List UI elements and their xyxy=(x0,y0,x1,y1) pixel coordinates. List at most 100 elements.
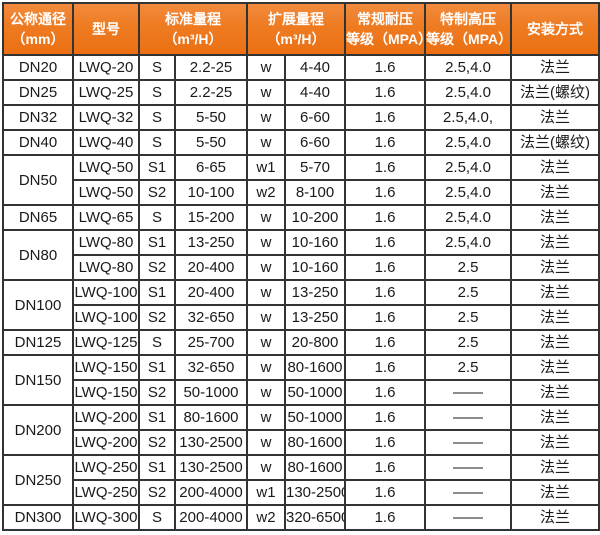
table-row: LWQ-150 S2 50-1000 w 50-1000 1.6 —— 法兰 xyxy=(3,379,600,406)
cell-model: LWQ-125 xyxy=(72,329,140,356)
cell-std-code: S2 xyxy=(138,479,176,506)
cell-std-range: 130-2500 xyxy=(174,429,248,456)
cell-high-pressure: —— xyxy=(424,454,512,481)
cell-high-pressure: 2.5 xyxy=(424,329,512,356)
cell-std-code: S xyxy=(138,54,176,81)
cell-install-method: 法兰 xyxy=(510,229,600,256)
header-label: 常规耐压 xyxy=(357,10,413,27)
table-row: LWQ-80 S2 20-400 w 10-160 1.6 2.5 法兰 xyxy=(3,254,600,281)
cell-high-pressure: —— xyxy=(424,429,512,456)
cell-nominal-diameter: DN125 xyxy=(2,329,74,356)
cell-std-range: 32-650 xyxy=(174,354,248,381)
cell-nominal-diameter: DN150 xyxy=(2,354,74,406)
cell-high-pressure: 2.5,4.0 xyxy=(424,179,512,206)
cell-install-method: 法兰 xyxy=(510,354,600,381)
cell-ext-code: w xyxy=(246,304,286,331)
table-row: LWQ-200 S2 130-2500 w 80-1600 1.6 —— 法兰 xyxy=(3,429,600,456)
cell-ext-range: 13-250 xyxy=(284,304,346,331)
cell-std-range: 5-50 xyxy=(174,129,248,156)
cell-std-code: S1 xyxy=(138,404,176,431)
header-label: 安装方式 xyxy=(527,20,583,37)
cell-model: LWQ-65 xyxy=(72,204,140,231)
cell-nominal-diameter: DN50 xyxy=(2,154,74,206)
cell-std-code: S1 xyxy=(138,229,176,256)
table-row: DN20 LWQ-20 S 2.2-25 w 4-40 1.6 2.5,4.0 法兰 xyxy=(2,54,600,81)
table-row: DN50 LWQ-50 S1 6-65 w1 5-70 1.6 2.5,4.0 法兰 xyxy=(2,154,600,206)
cell-nominal-diameter: DN300 xyxy=(2,504,74,531)
col-header-model: 型号 xyxy=(72,2,140,56)
cell-model: LWQ-20 xyxy=(72,54,140,81)
table-row: DN65 LWQ-65 S 15-200 w 10-200 1.6 2.5,4.0 法兰 xyxy=(2,204,600,231)
cell-model: LWQ-250 xyxy=(72,454,140,481)
cell-model: LWQ-25 xyxy=(72,79,140,106)
cell-ext-range: 320-6500 xyxy=(284,504,346,531)
cell-ext-code: w1 xyxy=(246,154,286,181)
cell-normal-pressure: 1.6 xyxy=(344,429,426,456)
cell-ext-code: w xyxy=(246,354,286,381)
header-label: 型号 xyxy=(92,20,120,37)
cell-install-method: 法兰 xyxy=(510,454,600,481)
cell-std-range: 20-400 xyxy=(174,279,248,306)
cell-install-method: 法兰(螺纹) xyxy=(510,129,600,156)
cell-nominal-diameter: DN40 xyxy=(2,129,74,156)
table-row: DN80 LWQ-80 S1 13-250 w 10-160 1.6 2.5,4.0 法兰 xyxy=(2,229,600,281)
cell-model: LWQ-80 xyxy=(72,229,140,256)
cell-model: LWQ-150 xyxy=(72,354,140,381)
cell-std-code: S2 xyxy=(138,379,176,406)
cell-nominal-diameter: DN250 xyxy=(2,454,74,506)
table-row: DN25 LWQ-25 S 2.2-25 w 4-40 1.6 2.5,4.0 法兰(螺纹) xyxy=(2,79,600,106)
cell-model: LWQ-100 xyxy=(72,304,140,331)
cell-install-method: 法兰 xyxy=(510,154,600,181)
cell-high-pressure: —— xyxy=(424,379,512,406)
cell-nominal-diameter: DN20 xyxy=(2,54,74,81)
cell-model: LWQ-200 xyxy=(72,429,140,456)
cell-model: LWQ-32 xyxy=(72,104,140,131)
cell-install-method: 法兰 xyxy=(510,254,600,281)
table-row: LWQ-250 S2 200-4000 w1 130-2500 1.6 —— 法兰 xyxy=(3,479,600,506)
cell-normal-pressure: 1.6 xyxy=(344,54,426,81)
cell-std-code: S2 xyxy=(138,304,176,331)
cell-ext-code: w xyxy=(246,279,286,306)
cell-nominal-diameter: DN32 xyxy=(2,104,74,131)
cell-std-code: S1 xyxy=(138,279,176,306)
cell-std-range: 200-4000 xyxy=(174,479,248,506)
cell-high-pressure: —— xyxy=(424,504,512,531)
cell-ext-range: 13-250 xyxy=(284,279,346,306)
cell-ext-code: w xyxy=(246,229,286,256)
cell-high-pressure: 2.5 xyxy=(424,254,512,281)
cell-std-code: S xyxy=(138,79,176,106)
cell-install-method: 法兰 xyxy=(510,429,600,456)
cell-std-range: 6-65 xyxy=(174,154,248,181)
cell-install-method: 法兰 xyxy=(510,204,600,231)
cell-ext-code: w1 xyxy=(246,479,286,506)
cell-normal-pressure: 1.6 xyxy=(344,404,426,431)
cell-std-code: S xyxy=(138,104,176,131)
cell-ext-code: w xyxy=(246,254,286,281)
table-row: DN200 LWQ-200 S1 80-1600 w 50-1000 1.6 —— 法兰 xyxy=(2,404,600,456)
cell-std-range: 50-1000 xyxy=(174,379,248,406)
cell-std-code: S xyxy=(138,204,176,231)
cell-std-range: 13-250 xyxy=(174,229,248,256)
cell-nominal-diameter: DN200 xyxy=(2,404,74,456)
cell-model: LWQ-100 xyxy=(72,279,140,306)
cell-ext-range: 20-800 xyxy=(284,329,346,356)
cell-ext-range: 10-160 xyxy=(284,229,346,256)
cell-normal-pressure: 1.6 xyxy=(344,304,426,331)
cell-nominal-diameter: DN25 xyxy=(2,79,74,106)
cell-ext-range: 50-1000 xyxy=(284,379,346,406)
cell-high-pressure: 2.5,4.0 xyxy=(424,154,512,181)
cell-std-range: 80-1600 xyxy=(174,404,248,431)
col-header-normal-pressure: 常规耐压 等级（MPA） xyxy=(344,2,426,56)
cell-high-pressure: 2.5,4.0 xyxy=(424,79,512,106)
cell-ext-code: w xyxy=(246,79,286,106)
cell-ext-code: w xyxy=(246,454,286,481)
cell-normal-pressure: 1.6 xyxy=(344,229,426,256)
cell-normal-pressure: 1.6 xyxy=(344,204,426,231)
table-row: LWQ-100 S2 32-650 w 13-250 1.6 2.5 法兰 xyxy=(3,304,600,331)
cell-model: LWQ-150 xyxy=(72,379,140,406)
cell-normal-pressure: 1.6 xyxy=(344,354,426,381)
col-header-nominal-diameter: 公称通径 （mm） xyxy=(2,2,74,56)
header-unit: 等级（MPA） xyxy=(346,31,425,47)
cell-install-method: 法兰 xyxy=(510,304,600,331)
cell-normal-pressure: 1.6 xyxy=(344,329,426,356)
